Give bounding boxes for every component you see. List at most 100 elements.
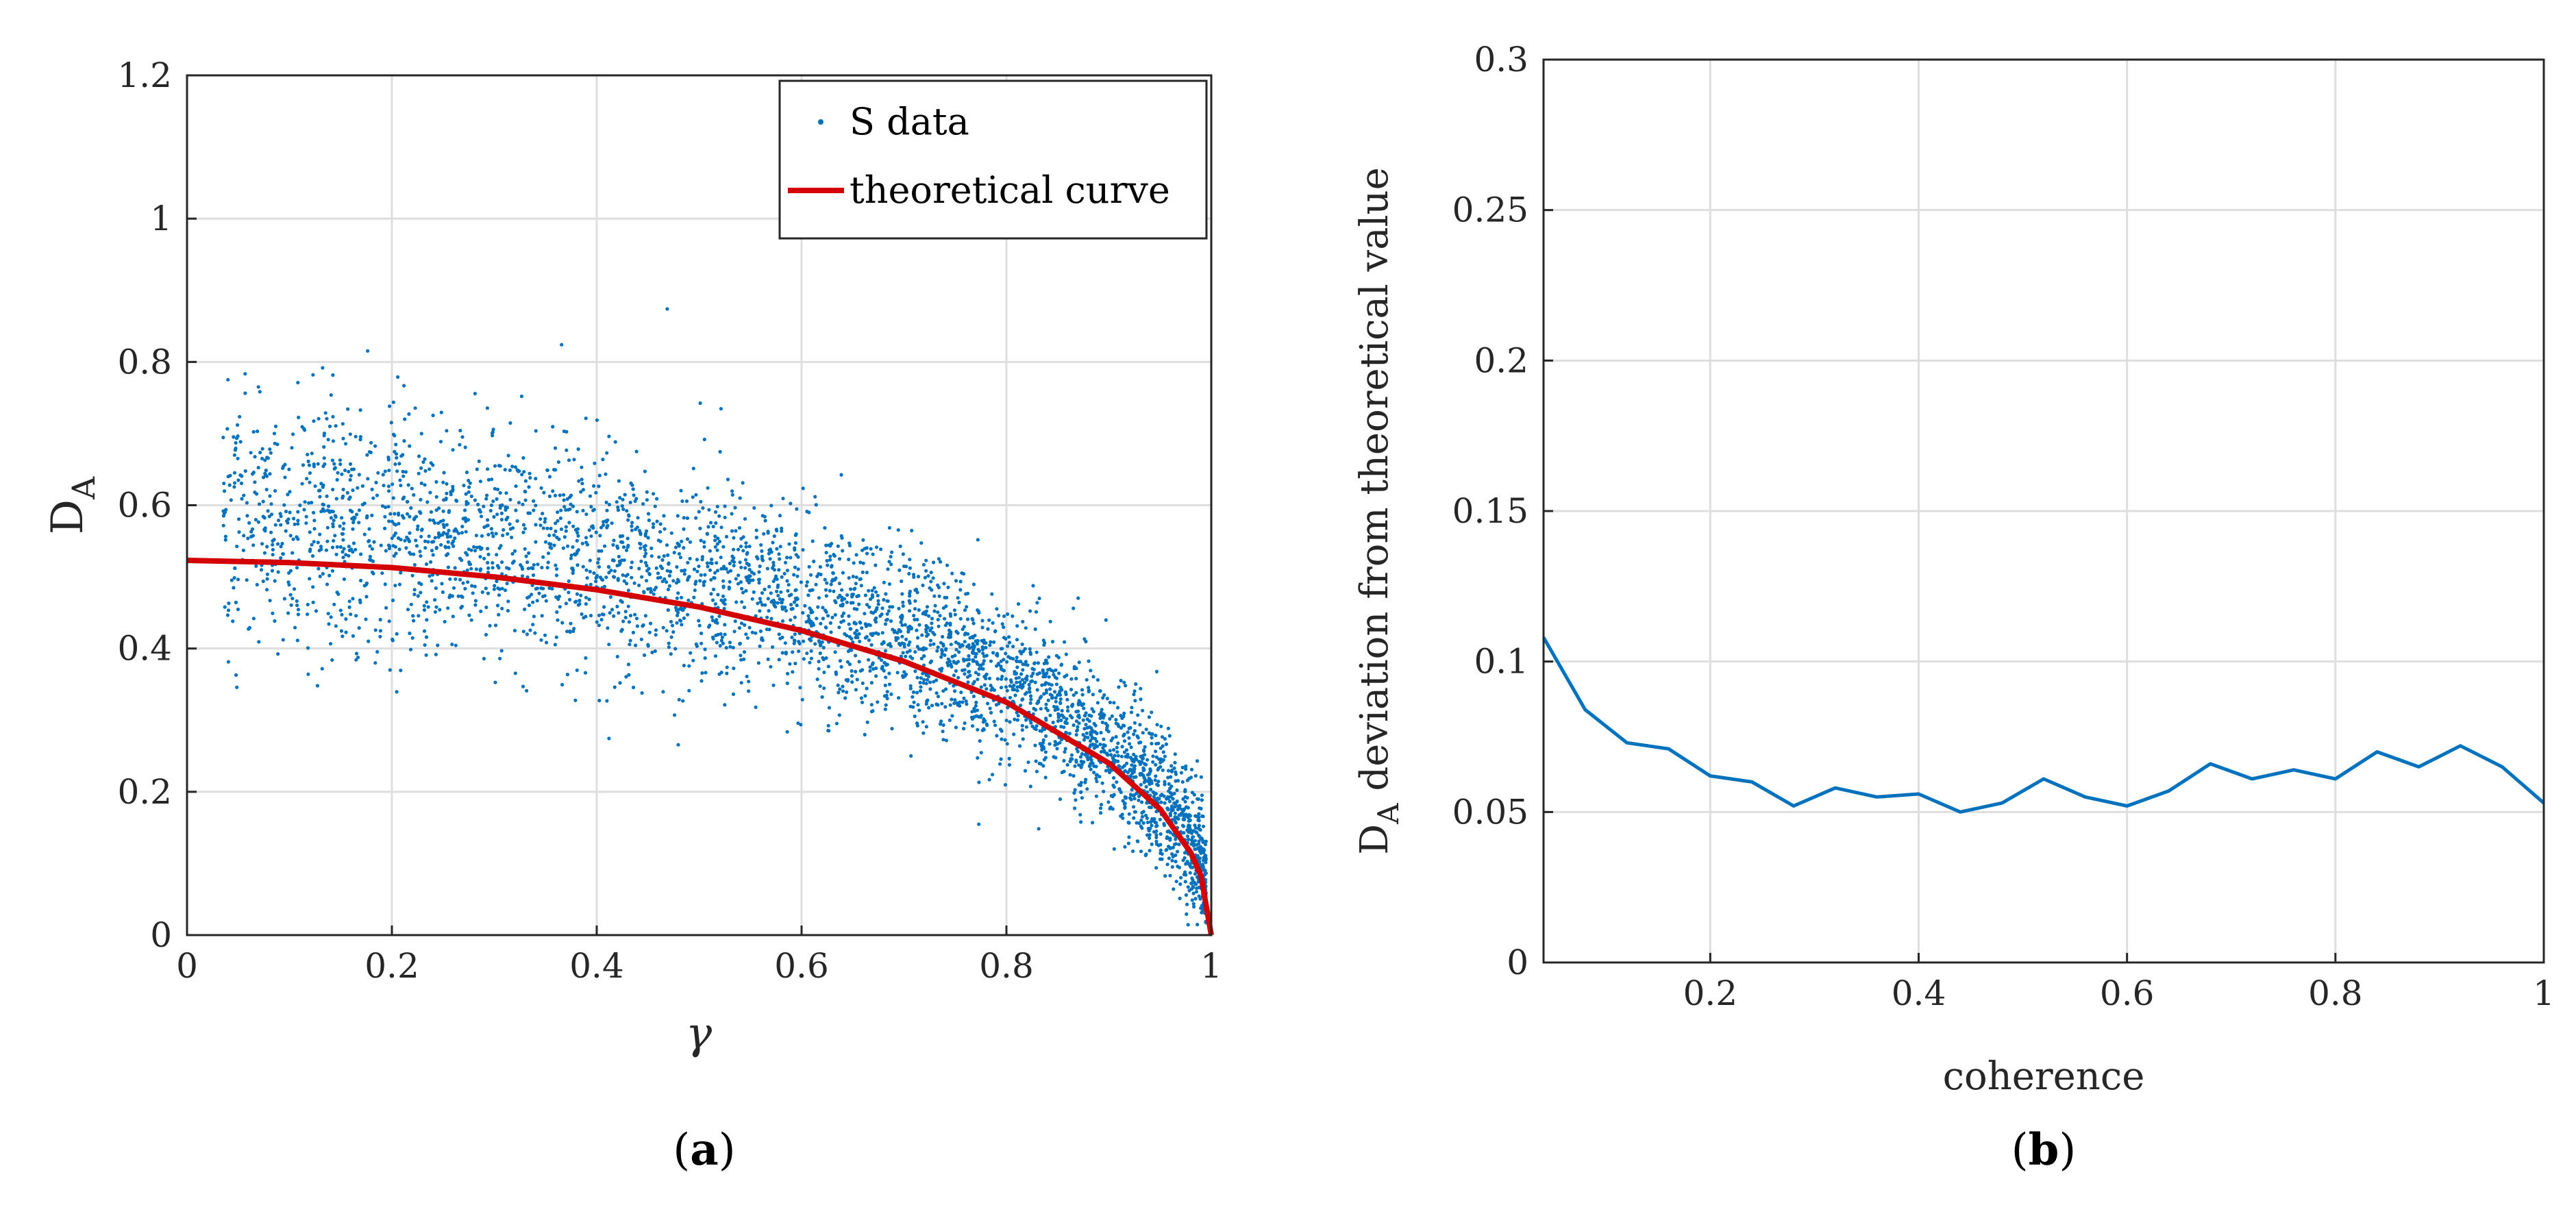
panel-a-scatter-point	[723, 632, 727, 636]
panel-a-scatter-point	[958, 700, 962, 704]
panel-a-scatter-point	[589, 534, 593, 538]
panel-a-scatter-point	[684, 499, 689, 504]
panel-a-scatter-point	[358, 438, 362, 442]
panel-a-scatter-point	[1045, 708, 1050, 712]
panel-a-scatter-point	[822, 670, 826, 675]
panel-a-scatter-point	[952, 608, 956, 612]
panel-a-scatter-point	[953, 654, 957, 658]
panel-a-scatter-point	[1009, 680, 1013, 684]
panel-a-scatter-point	[1105, 697, 1109, 701]
panel-a-scatter-point	[739, 536, 743, 541]
panel-a-scatter-point	[1134, 682, 1138, 686]
panel-a-scatter-point	[900, 579, 904, 584]
panel-a-scatter-point	[1165, 862, 1169, 867]
panel-a-scatter-point	[378, 634, 382, 638]
panel-a-scatter-point	[403, 538, 407, 543]
panel-a-scatter-point	[594, 530, 598, 534]
panel-a-scatter-point	[1072, 723, 1076, 728]
panel-a-scatter-point	[687, 575, 691, 579]
panel-a-scatter-point	[317, 488, 321, 493]
panel-a-scatter-point	[1154, 749, 1158, 754]
panel-a-scatter-point	[351, 488, 355, 493]
panel-a-scatter-point	[730, 512, 734, 516]
panel-a-scatter-point	[856, 594, 860, 598]
panel-a-scatter-point	[399, 454, 404, 458]
panel-a-scatter-point	[997, 613, 1001, 618]
panel-a-scatter-point	[506, 599, 510, 604]
panel-a-scatter-point	[824, 656, 828, 660]
panel-a-scatter-point	[1201, 824, 1206, 828]
panel-a-scatter-point	[932, 594, 937, 598]
panel-a-scatter-point	[406, 608, 410, 612]
panel-a-scatter-point	[1104, 618, 1108, 622]
panel-a-scatter-point	[976, 647, 980, 652]
panel-a-scatter-point	[837, 691, 841, 695]
panel-a-scatter-point	[617, 563, 621, 567]
panel-a-scatter-point	[1027, 682, 1031, 687]
panel-a-scatter-point	[391, 496, 395, 500]
panel-a-scatter-point	[427, 534, 431, 538]
panel-a-scatter-point	[1173, 760, 1177, 765]
panel-a-scatter-point	[732, 630, 736, 634]
panel-a-scatter-point	[587, 597, 591, 601]
panel-a-scatter-point	[286, 611, 290, 615]
panel-a-scatter-point	[1174, 772, 1178, 776]
panel-a-scatter-point	[555, 535, 559, 540]
panel-a-scatter-point	[478, 480, 483, 484]
panel-a-scatter-point	[743, 517, 747, 521]
panel-a-scatter-point	[1072, 791, 1076, 795]
panel-a-scatter-point	[511, 526, 515, 530]
panel-a-scatter-point	[1173, 843, 1177, 847]
panel-a-scatter-point	[370, 570, 375, 575]
panel-a-scatter-point	[766, 530, 770, 534]
panel-a-scatter-point	[1109, 738, 1113, 743]
panel-a-scatter-point	[330, 569, 334, 573]
panel-a-y-axis-label-main: D	[42, 499, 93, 534]
panel-a-scatter-point	[1126, 730, 1130, 734]
panel-a-scatter-point	[456, 594, 460, 598]
panel-a-scatter-point	[330, 458, 334, 462]
panel-a-scatter-point	[871, 632, 876, 636]
panel-a-y-tick-label: 1.2	[117, 55, 172, 95]
panel-a-scatter-point	[819, 643, 823, 647]
panel-a-scatter-point	[540, 614, 544, 618]
panel-b-y-tick-label: 0.05	[1452, 792, 1528, 832]
panel-a-scatter-point	[512, 549, 517, 554]
panel-a-scatter-point	[1114, 734, 1118, 739]
panel-a-scatter-point	[1087, 690, 1091, 694]
panel-a-scatter-point	[480, 590, 484, 595]
panel-a-scatter-point	[977, 822, 981, 826]
panel-a-scatter-point	[789, 556, 793, 560]
panel-a-scatter-point	[769, 591, 773, 595]
panel-a-scatter-point	[583, 671, 588, 675]
panel-a-scatter-point	[431, 519, 436, 523]
panel-a-scatter-point	[719, 598, 723, 602]
panel-a-scatter-point	[534, 540, 538, 544]
panel-a-scatter-point	[799, 723, 803, 727]
panel-a-scatter-point	[1080, 762, 1084, 767]
panel-a-scatter-point	[1198, 845, 1202, 849]
panel-a-scatter-point	[1035, 724, 1039, 728]
panel-a-scatter-point	[737, 526, 742, 530]
panel-a-scatter-point	[1008, 656, 1013, 660]
panel-a-scatter-point	[730, 529, 734, 533]
panel-a-scatter-point	[1184, 862, 1188, 866]
panel-a-scatter-point	[808, 637, 812, 641]
panel-a-scatter-point	[1091, 761, 1095, 765]
panel-a-scatter-point	[660, 558, 665, 562]
panel-a-scatter-point	[767, 584, 771, 589]
panel-a-scatter-point	[625, 582, 629, 586]
panel-a-scatter-point	[1064, 652, 1068, 656]
panel-a-scatter-point	[505, 582, 509, 586]
panel-a-scatter-point	[566, 544, 570, 548]
panel-a-scatter-point	[922, 654, 926, 658]
panel-a-scatter-point	[845, 690, 849, 695]
panel-a-scatter-point	[966, 632, 970, 636]
panel-a-scatter-point	[495, 487, 500, 492]
panel-a-scatter-point	[616, 577, 620, 581]
panel-a-scatter-point	[579, 593, 583, 597]
panel-a-scatter-point	[635, 624, 640, 628]
panel-a-scatter-point	[589, 582, 593, 586]
panel-a-scatter-point	[510, 535, 514, 540]
panel-a-scatter-point	[592, 484, 596, 488]
